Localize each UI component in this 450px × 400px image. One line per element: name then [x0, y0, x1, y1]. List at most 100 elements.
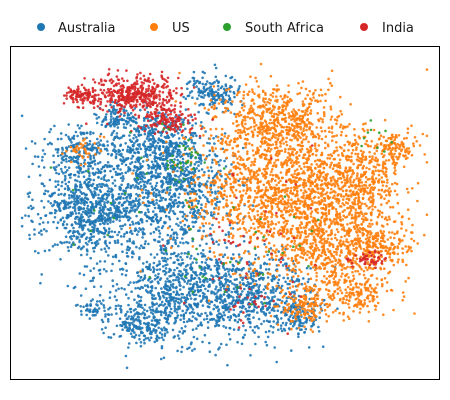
point-australia: [277, 328, 280, 332]
point-australia: [232, 253, 235, 256]
point-australia: [63, 187, 67, 190]
point-australia: [225, 246, 229, 249]
point-australia: [168, 180, 171, 183]
point-australia: [30, 140, 34, 143]
point-australia: [87, 167, 90, 171]
point-us: [225, 198, 228, 202]
point-australia: [153, 159, 157, 163]
point-australia: [104, 229, 108, 233]
point-australia: [93, 224, 97, 227]
point-australia: [267, 329, 271, 333]
point-australia: [198, 80, 202, 84]
point-australia: [92, 173, 96, 176]
point-us: [293, 148, 297, 151]
point-australia: [143, 274, 147, 277]
point-australia: [136, 186, 139, 189]
point-australia: [172, 290, 175, 294]
point-australia: [74, 212, 78, 215]
point-australia: [119, 235, 123, 238]
point-australia: [118, 211, 121, 214]
point-us: [254, 76, 257, 80]
point-australia: [230, 85, 233, 89]
point-us: [172, 170, 175, 174]
point-australia: [142, 334, 146, 338]
point-australia: [126, 255, 130, 258]
point-australia: [110, 269, 113, 273]
point-australia: [141, 160, 145, 163]
point-us: [292, 262, 295, 265]
point-australia: [216, 319, 220, 322]
point-us: [273, 112, 276, 116]
point-australia: [86, 147, 90, 151]
point-australia: [171, 328, 175, 332]
point-australia: [135, 181, 139, 184]
point-us: [229, 227, 233, 230]
point-australia: [179, 274, 183, 278]
point-australia: [182, 241, 185, 245]
point-australia: [250, 310, 253, 313]
point-australia: [128, 307, 132, 311]
point-us: [249, 226, 253, 230]
point-australia: [169, 268, 172, 272]
point-us: [240, 172, 244, 176]
point-australia: [60, 170, 64, 173]
point-australia: [145, 322, 149, 326]
point-australia: [180, 300, 183, 303]
point-australia: [187, 291, 191, 294]
point-australia: [99, 204, 102, 207]
point-australia: [111, 279, 114, 282]
point-australia: [26, 192, 30, 195]
point-australia: [140, 312, 143, 316]
point-australia: [113, 150, 117, 154]
point-australia: [258, 278, 261, 281]
point-us: [249, 164, 253, 167]
point-us: [283, 150, 287, 154]
point-australia: [180, 327, 184, 330]
point-australia: [266, 295, 269, 299]
point-australia: [203, 94, 206, 97]
point-australia: [162, 154, 165, 158]
point-australia: [195, 337, 199, 341]
point-australia: [98, 238, 101, 241]
point-australia: [121, 224, 125, 228]
point-australia: [230, 75, 234, 79]
point-australia: [111, 235, 114, 239]
point-australia: [181, 309, 184, 313]
point-australia: [107, 179, 110, 182]
legend: Australia US South Africa India: [37, 21, 414, 36]
point-australia: [149, 153, 152, 157]
point-australia: [134, 117, 138, 121]
point-australia: [109, 219, 112, 222]
point-australia: [111, 262, 114, 266]
point-us: [207, 256, 210, 260]
point-australia: [224, 165, 228, 168]
point-australia: [113, 239, 117, 243]
point-australia: [157, 194, 161, 197]
point-us: [301, 200, 304, 203]
point-australia: [184, 232, 187, 235]
point-australia: [154, 297, 157, 300]
point-australia: [250, 277, 254, 281]
point-australia: [79, 183, 83, 186]
point-australia: [113, 212, 116, 216]
point-australia: [110, 110, 113, 114]
point-australia: [60, 137, 63, 141]
point-australia: [148, 145, 151, 149]
point-australia: [82, 207, 85, 211]
point-australia: [107, 187, 111, 190]
point-australia: [109, 336, 113, 339]
point-australia: [191, 134, 195, 138]
point-australia: [157, 326, 160, 330]
point-australia: [202, 284, 206, 288]
point-australia: [110, 211, 114, 215]
point-australia: [174, 320, 177, 324]
point-australia: [102, 208, 106, 211]
point-australia: [215, 314, 219, 317]
point-us: [225, 195, 229, 198]
point-australia: [178, 307, 181, 310]
point-us: [345, 197, 349, 201]
point-australia: [87, 165, 90, 168]
point-australia: [43, 184, 46, 188]
point-australia: [219, 86, 223, 90]
point-australia: [193, 170, 197, 174]
